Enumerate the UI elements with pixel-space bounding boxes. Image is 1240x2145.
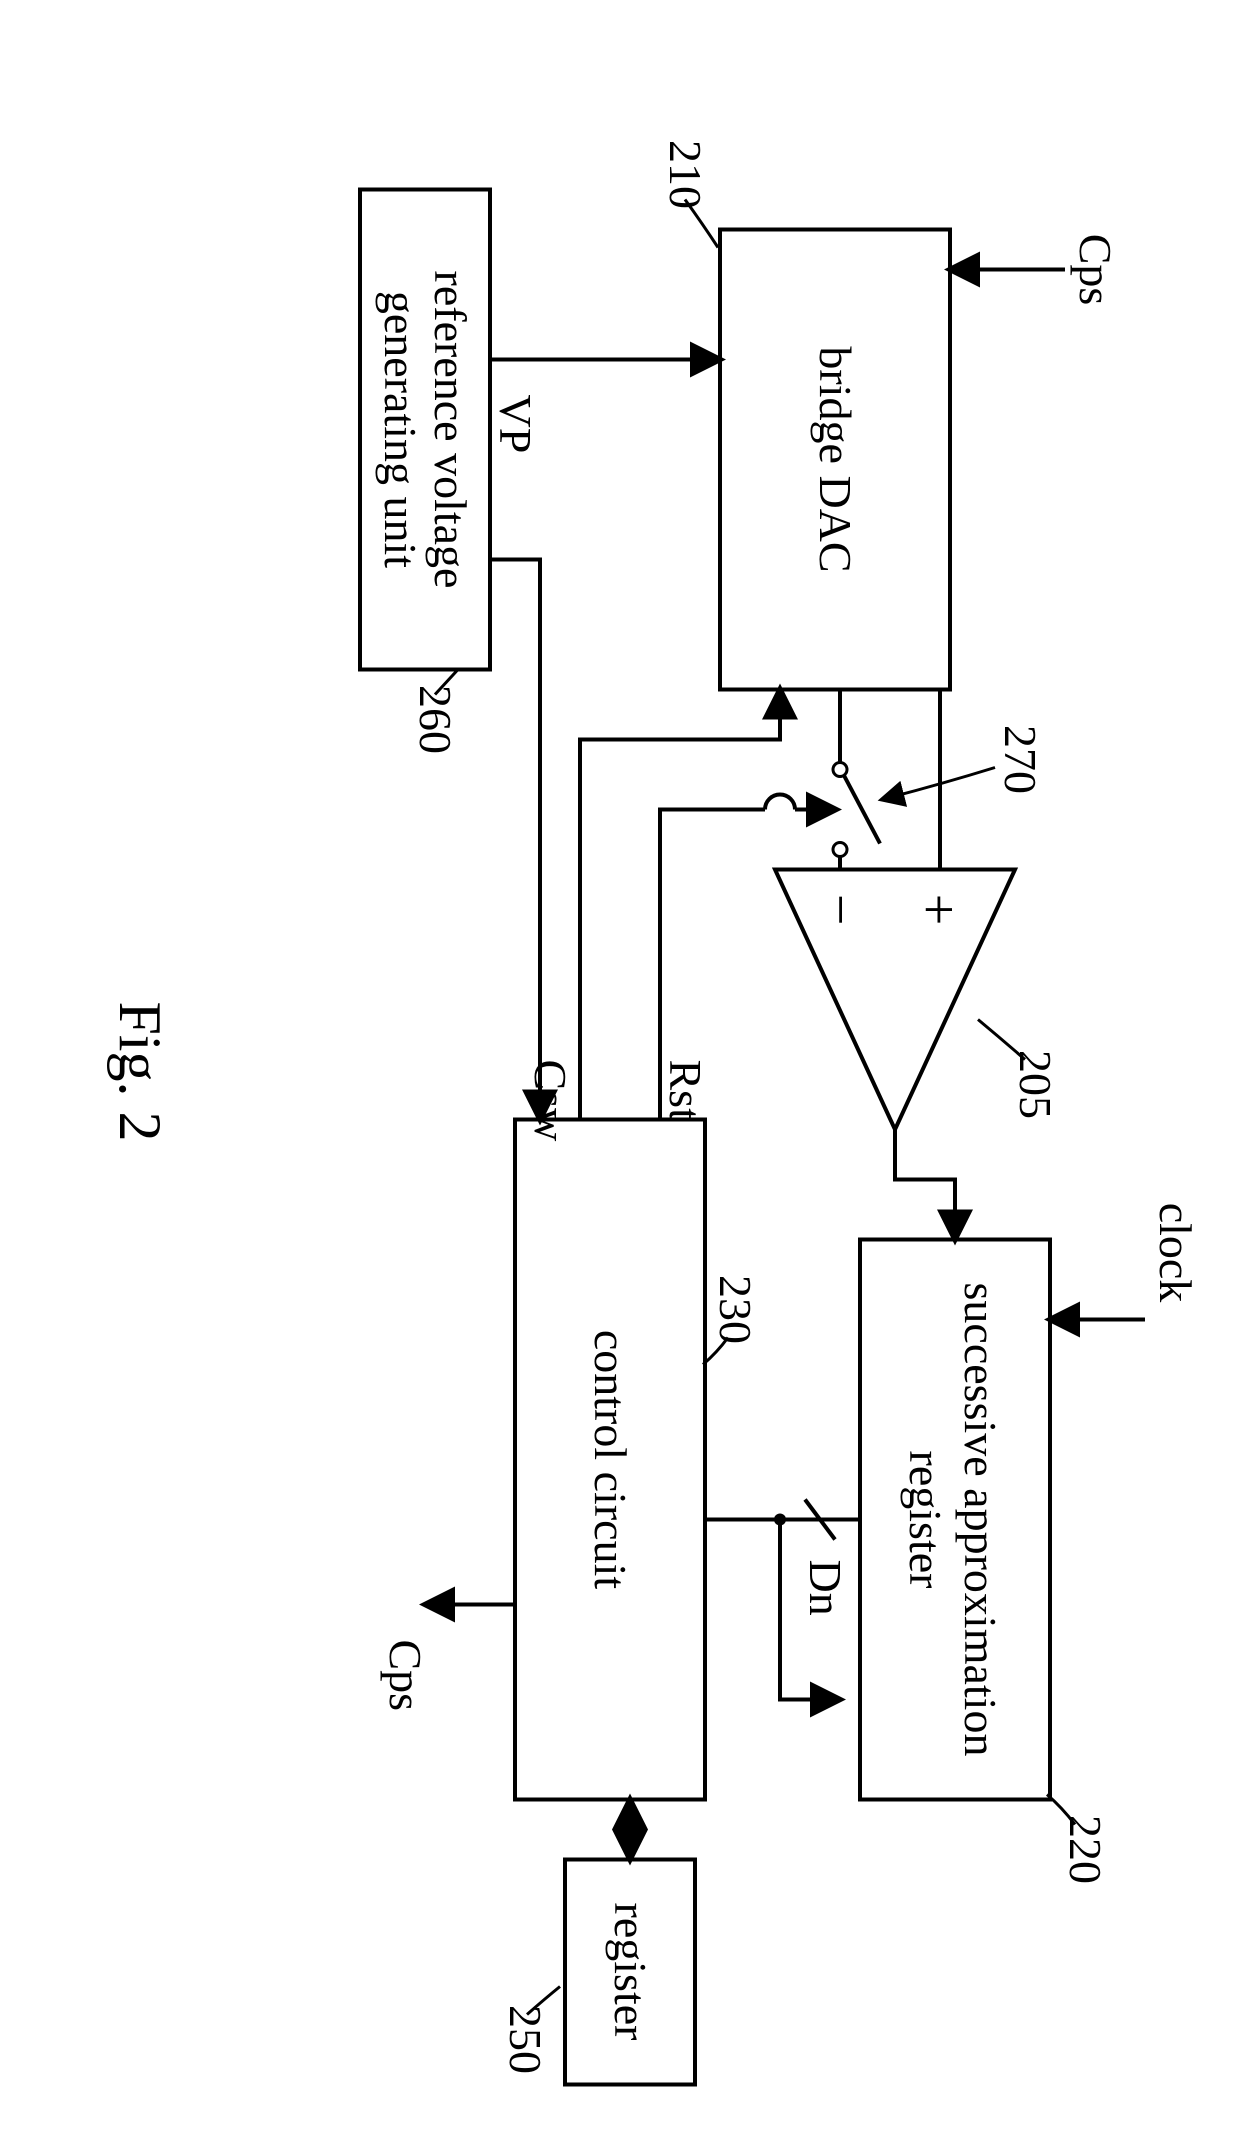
ref-220: 220: [1060, 1815, 1111, 1884]
label-cps-in: Cps: [1070, 234, 1121, 306]
register-label: register: [605, 1903, 656, 2041]
sar-label-line1: successive approximation: [955, 1283, 1006, 1757]
switch-terminal-b: [833, 843, 847, 857]
label-vp: VP: [490, 395, 541, 454]
label-clock: clock: [1150, 1203, 1201, 1303]
ref-210: 210: [660, 140, 711, 209]
ref-205: 205: [1010, 1050, 1061, 1119]
leader-205: [978, 1020, 1025, 1060]
label-rst: Rst: [660, 1060, 711, 1122]
ref-250: 250: [500, 2005, 551, 2074]
label-cps-out: Cps: [380, 1640, 431, 1712]
block-diagram: bridge DAC successive approximation regi…: [0, 0, 1240, 2145]
control-label: control circuit: [585, 1330, 636, 1590]
figure-caption: Fig. 2: [107, 1001, 173, 1141]
ref-230: 230: [710, 1275, 761, 1344]
wire-rst-hop: [765, 795, 795, 810]
wire-comp-to-sar: [895, 1130, 955, 1240]
switch-blade: [844, 776, 880, 844]
label-dn: Dn: [800, 1560, 851, 1616]
label-csw: Csw: [525, 1060, 576, 1143]
wire-csw: [580, 690, 780, 1120]
switch-terminal-a: [833, 763, 847, 777]
ref-260: 260: [410, 685, 461, 754]
comparator-plus: +: [907, 894, 969, 926]
refgen-label-line1: reference voltage: [425, 271, 476, 589]
wire-refgen-to-control: [490, 560, 540, 1120]
ref-270: 270: [995, 725, 1046, 794]
refgen-label-line2: generating unit: [375, 291, 426, 568]
comparator-minus: −: [809, 894, 871, 926]
diagram-stage: bridge DAC successive approximation regi…: [0, 0, 1240, 2145]
bridge-dac-label: bridge DAC: [810, 346, 861, 572]
sar-label-line2: register: [900, 1451, 951, 1589]
